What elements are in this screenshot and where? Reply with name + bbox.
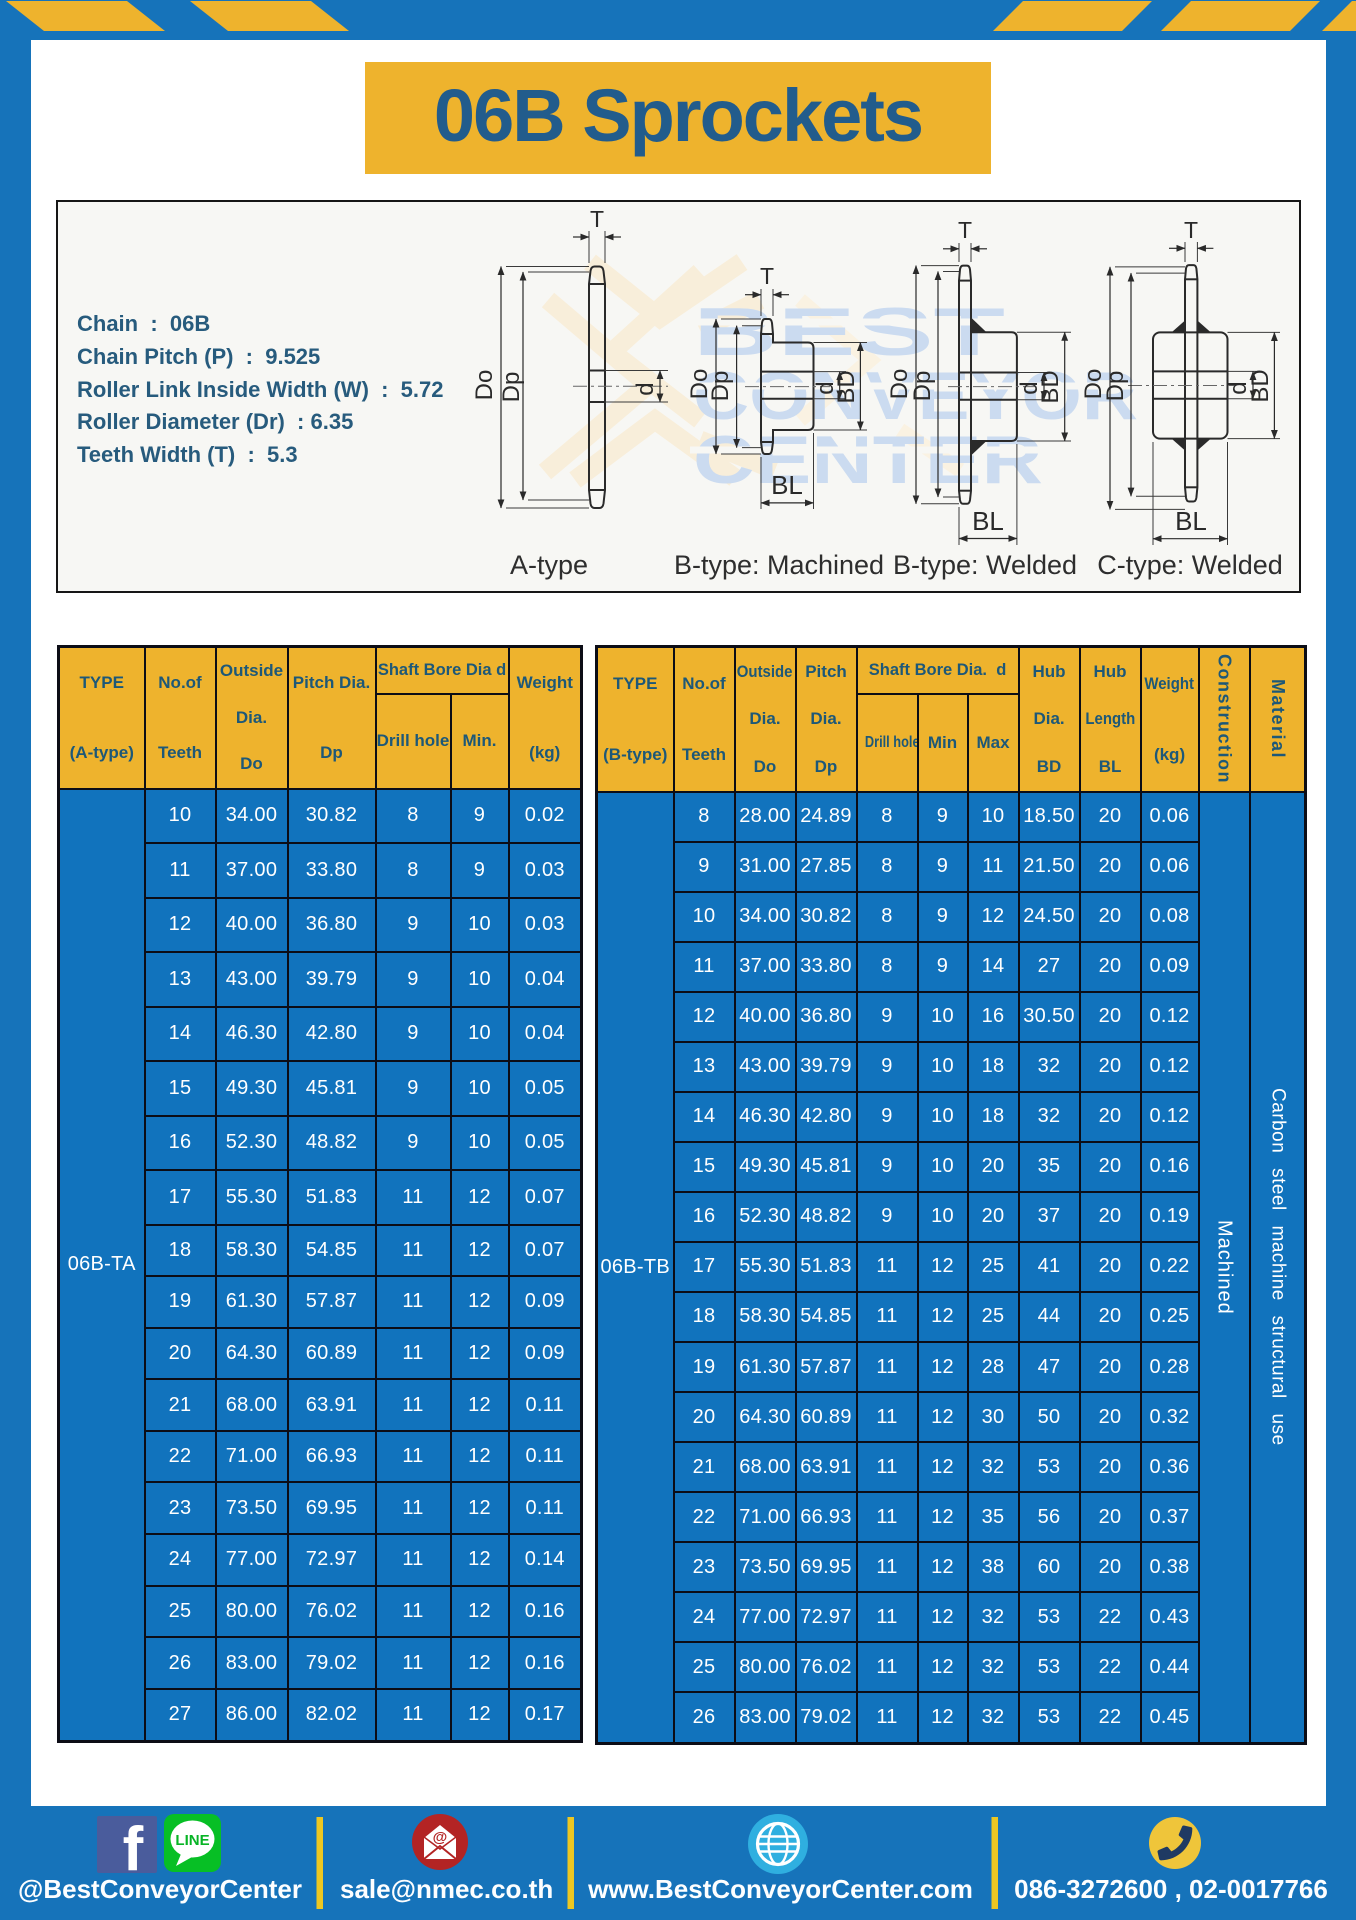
svg-text:@: @ <box>433 1829 448 1846</box>
svg-text:T: T <box>590 206 604 232</box>
svg-text:Dp: Dp <box>909 371 936 402</box>
svg-text:LINE: LINE <box>175 1832 209 1849</box>
svg-text:f: f <box>123 1815 144 1884</box>
svg-text:CENTER: CENTER <box>693 422 1043 498</box>
svg-text:A-type: A-type <box>510 550 588 580</box>
svg-text:Do: Do <box>1080 369 1107 400</box>
svg-text:Do: Do <box>886 369 913 400</box>
svg-text:T: T <box>760 263 774 289</box>
svg-text:BL: BL <box>972 506 1004 536</box>
svg-text:Do: Do <box>471 370 498 401</box>
svg-text:BD: BD <box>833 370 860 403</box>
svg-text:T: T <box>1184 217 1198 243</box>
svg-text:C-type: Welded: C-type: Welded <box>1097 550 1283 580</box>
svg-text:Dp: Dp <box>707 371 734 402</box>
svg-text:d: d <box>1016 381 1043 394</box>
svg-text:B-type: Machined: B-type: Machined <box>674 550 884 580</box>
svg-text:d: d <box>812 381 839 394</box>
svg-text:T: T <box>958 217 972 243</box>
svg-text:BD: BD <box>1037 370 1064 403</box>
svg-text:Dp: Dp <box>1102 371 1129 402</box>
svg-text:BL: BL <box>771 470 803 500</box>
svg-text:BD: BD <box>1247 369 1274 402</box>
svg-text:d: d <box>1225 381 1252 394</box>
svg-text:B-type: Welded: B-type: Welded <box>893 550 1077 580</box>
svg-text:Do: Do <box>686 369 713 400</box>
svg-text:d: d <box>632 382 659 395</box>
svg-text:BEST: BEST <box>693 294 1005 370</box>
svg-text:BL: BL <box>1175 506 1207 536</box>
svg-text:Dp: Dp <box>498 372 525 403</box>
